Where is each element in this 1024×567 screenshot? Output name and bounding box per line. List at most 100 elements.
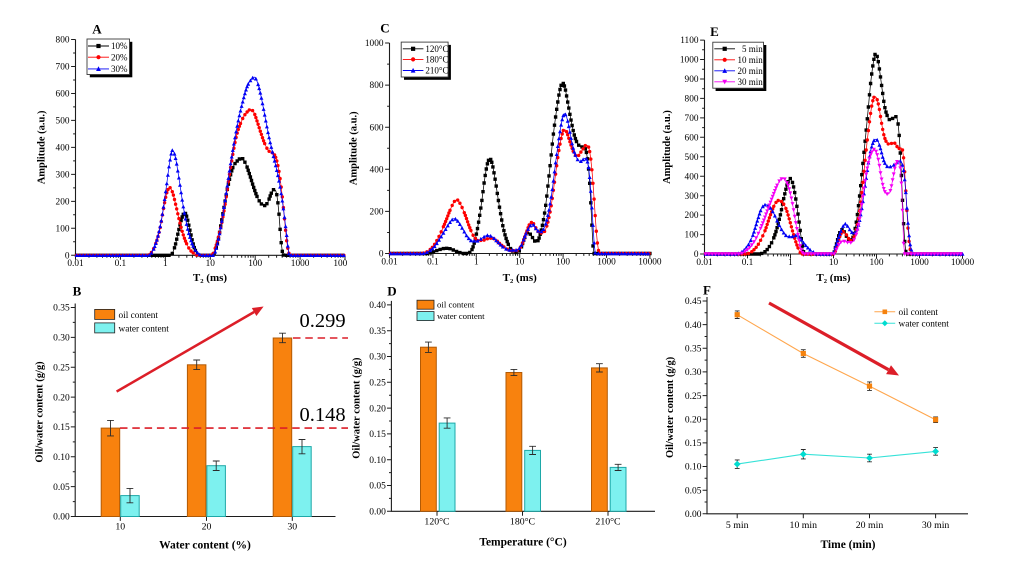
series-30 min — [703, 147, 963, 257]
y-tick-label: 0.00 — [53, 513, 70, 523]
y-tick-label: 1100 — [680, 36, 699, 46]
marker-diamond — [799, 450, 807, 458]
y-tick-label: 0.10 — [369, 456, 386, 466]
legend-patch — [94, 308, 116, 320]
legend-patch — [94, 322, 116, 334]
marker-diamond — [866, 454, 873, 462]
y-tick-label: 0 — [379, 250, 384, 260]
y-tick-labels: 0.00 0.05 0.10 0.15 0.20 0.25 0.30 0.35 0.40 — [369, 301, 386, 517]
x-tick-label: 5 min — [726, 520, 749, 531]
bar-water-120°C — [438, 422, 456, 512]
legend-marker-diamond-icon — [881, 320, 888, 327]
trend-arrow-head — [251, 306, 264, 316]
y-tick-label: 0.05 — [685, 486, 702, 496]
y-tick-label: 300 — [56, 171, 70, 181]
error-bar — [126, 487, 134, 504]
x-tick-label: 0.01 — [381, 257, 398, 267]
y-tick-label: 0.30 — [53, 334, 70, 344]
y-tick-label: 600 — [370, 123, 384, 133]
panel-letter: C — [380, 21, 389, 36]
error-bar — [529, 445, 536, 455]
series-markers-circle — [74, 108, 346, 258]
y-tick-label: 0.20 — [53, 393, 70, 403]
series-water content — [733, 447, 939, 469]
panel-letter: A — [92, 22, 102, 37]
y-tick-labels: 0.00 0.05 0.10 0.15 0.20 0.25 0.30 0.35 0.40 0.45 — [685, 297, 702, 520]
x-tick-label: 10000 — [333, 259, 357, 269]
y-tick-label: 800 — [56, 36, 70, 46]
x-tick-labels: 120°C 180°C 210°C — [424, 517, 620, 528]
y-tick-label: 0.00 — [685, 510, 702, 520]
legend-label: water content — [899, 320, 950, 330]
x-tick-label: 210°C — [595, 517, 620, 528]
x-tick-label: 0.1 — [742, 258, 754, 268]
panel-F: 0.00 0.05 0.10 0.15 0.20 0.25 0.30 0.35 0.40 0.45… — [665, 283, 968, 551]
series-line — [389, 113, 650, 254]
legend-label: oil content — [437, 300, 475, 310]
x-tick-labels: 0.01 0.1 1 10 100 1000 10000 — [696, 258, 974, 268]
y-tick-label: 0.15 — [369, 430, 386, 440]
legend: oil content water content — [874, 308, 949, 330]
series-line — [704, 138, 963, 255]
x-tick-label: 100 — [556, 257, 570, 267]
marker-diamond — [733, 460, 741, 468]
y-tick-labels: 0 100 200 300 400 500 600 700 800 — [56, 36, 70, 262]
series-180°C — [388, 128, 651, 256]
marker-square — [933, 417, 939, 423]
x-tick-label: 10000 — [638, 257, 662, 267]
bar-oil-210°C — [591, 367, 608, 512]
bar-oil-20 — [186, 364, 207, 517]
legend-label: 210°C — [425, 66, 448, 76]
x-axis-title: T₂ (ms) — [816, 272, 850, 284]
y-tick-label: 0.35 — [685, 345, 702, 355]
y-tick-label: 0.00 — [369, 508, 386, 518]
series-markers-circle — [388, 128, 651, 256]
y-tick-labels: 0 100 200 300 400 500 600 700 800 900 1000 1100 — [680, 36, 699, 260]
series-120°C — [388, 81, 652, 256]
x-tick-label: 20 min — [856, 520, 884, 531]
y-tick-label: 800 — [370, 81, 384, 91]
tick-marks — [387, 304, 609, 516]
x-tick-label: 10 — [115, 522, 125, 533]
series-markers-circle — [703, 95, 963, 256]
error-bar — [298, 439, 306, 455]
y-tick-label: 0.35 — [369, 327, 386, 337]
x-tick-label: 10000 — [951, 258, 975, 268]
y-tick-label: 0.05 — [53, 483, 70, 493]
x-tick-label: 10 — [515, 257, 525, 267]
bar-water-20 — [206, 465, 226, 518]
y-tick-label: 0.25 — [369, 379, 386, 389]
y-tick-label: 0.15 — [53, 423, 70, 433]
legend-marker-circle-icon — [96, 55, 101, 60]
x-tick-label: 1 — [788, 258, 793, 268]
x-tick-label: 0.01 — [67, 259, 84, 269]
y-tick-label: 100 — [56, 224, 70, 234]
legend-label: 180°C — [425, 55, 448, 65]
y-tick-label: 400 — [685, 172, 699, 182]
legend-marker-triangle-down-icon — [722, 79, 728, 85]
error-bar — [614, 463, 622, 471]
series-10 min — [703, 95, 963, 256]
legend-label: oil content — [899, 308, 939, 318]
y-tick-label: 0.40 — [369, 301, 386, 311]
y-tick-label: 0.10 — [685, 463, 702, 473]
axes-spines — [706, 297, 968, 515]
legend-label: 10% — [111, 41, 128, 51]
series-markers-triangle-up — [703, 137, 965, 256]
panel-E: 0.01 0.1 1 10 100 1000 10000 0 100 200 300 400 500 60… — [662, 24, 975, 284]
y-tick-label: 0.10 — [53, 453, 70, 463]
y-axis-title: Amplitude (a.u.) — [37, 110, 48, 184]
legend-label: 30% — [111, 64, 128, 74]
x-axis-title: Water content (%) — [159, 540, 251, 552]
legend-label: 10 min — [738, 55, 764, 65]
legend-marker-circle-icon — [722, 57, 727, 62]
panel-letter: E — [710, 24, 719, 39]
series-markers-square — [74, 157, 345, 257]
y-tick-label: 500 — [56, 117, 70, 127]
y-tick-label: 0.35 — [53, 304, 70, 314]
series-line — [75, 157, 345, 256]
